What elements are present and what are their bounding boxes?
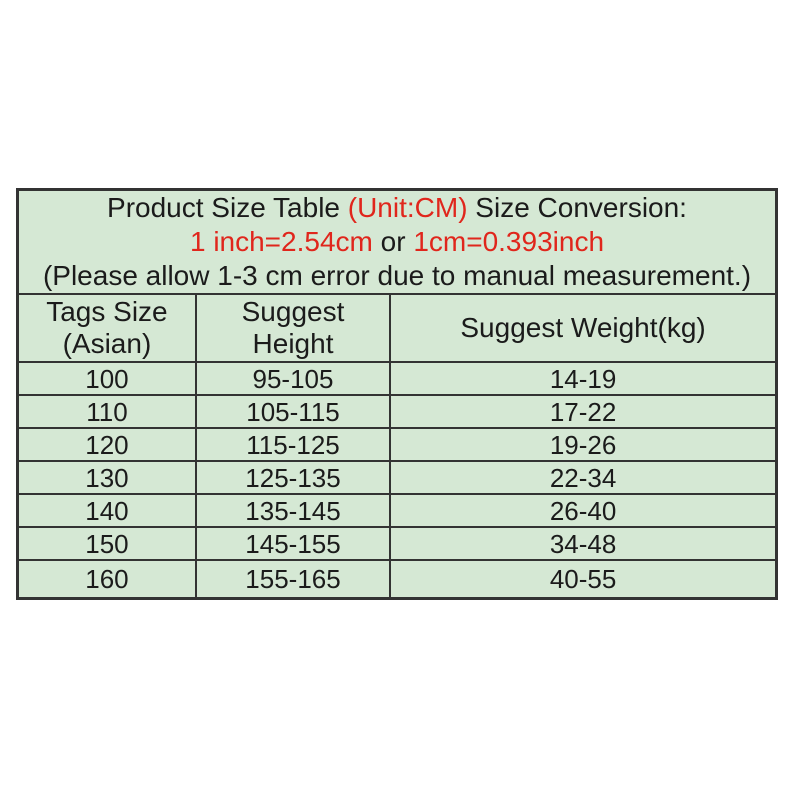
weight-cell: 19-26 <box>389 427 778 462</box>
tags-size-cell: 100 <box>16 361 197 396</box>
tags-size-cell: 160 <box>16 559 197 600</box>
title-prefix: Product Size Table <box>107 192 348 223</box>
tags-size-cell: 130 <box>16 460 197 495</box>
size-row: 100 95-105 14-19 <box>16 361 778 396</box>
title-suffix: Size Conversion: <box>467 192 687 223</box>
unit-label: (Unit:CM) <box>347 192 468 223</box>
column-header-line: Height <box>252 328 334 359</box>
height-cell: 125-135 <box>194 460 392 495</box>
table-title-cell: Product Size Table (Unit:CM) Size Conver… <box>16 188 778 295</box>
size-row: 120 115-125 19-26 <box>16 427 778 462</box>
tags-size-cell: 150 <box>16 526 197 561</box>
column-header-tags-size: Tags Size (Asian) <box>16 293 197 363</box>
column-header-line: (Asian) <box>62 328 152 359</box>
height-cell: 145-155 <box>194 526 392 561</box>
size-row: 160 155-165 40-55 <box>16 559 778 600</box>
product-size-table: Product Size Table (Unit:CM) Size Conver… <box>16 188 778 600</box>
column-header-suggest-weight: Suggest Weight(kg) <box>389 293 778 363</box>
size-row: 110 105-115 17-22 <box>16 394 778 429</box>
column-header-row: Tags Size (Asian) Suggest Height Suggest… <box>16 293 778 363</box>
tags-size-cell: 120 <box>16 427 197 462</box>
inch-to-cm: 1 inch=2.54cm <box>189 226 373 257</box>
cm-to-inch: 1cm=0.393inch <box>413 226 605 257</box>
size-row: 130 125-135 22-34 <box>16 460 778 495</box>
column-header-line: Suggest <box>241 296 345 327</box>
weight-cell: 34-48 <box>389 526 778 561</box>
title-line: Product Size Table (Unit:CM) Size Conver… <box>20 191 775 225</box>
weight-cell: 17-22 <box>389 394 778 429</box>
size-row: 150 145-155 34-48 <box>16 526 778 561</box>
disclaimer-line: (Please allow 1-3 cm error due to manual… <box>42 260 752 291</box>
height-cell: 105-115 <box>194 394 392 429</box>
height-cell: 115-125 <box>194 427 392 462</box>
height-cell: 155-165 <box>194 559 392 600</box>
weight-cell: 40-55 <box>389 559 778 600</box>
height-cell: 135-145 <box>194 493 392 528</box>
size-row: 140 135-145 26-40 <box>16 493 778 528</box>
weight-cell: 22-34 <box>389 460 778 495</box>
weight-cell: 26-40 <box>389 493 778 528</box>
weight-cell: 14-19 <box>389 361 778 396</box>
column-header-suggest-height: Suggest Height <box>194 293 392 363</box>
tags-size-cell: 110 <box>16 394 197 429</box>
conversion-line: 1 inch=2.54cm or 1cm=0.393inch <box>20 225 775 259</box>
height-cell: 95-105 <box>194 361 392 396</box>
table-title-row: Product Size Table (Unit:CM) Size Conver… <box>16 188 778 295</box>
or-text: or <box>372 226 414 257</box>
column-header-line: Tags Size <box>46 296 168 327</box>
tags-size-cell: 140 <box>16 493 197 528</box>
